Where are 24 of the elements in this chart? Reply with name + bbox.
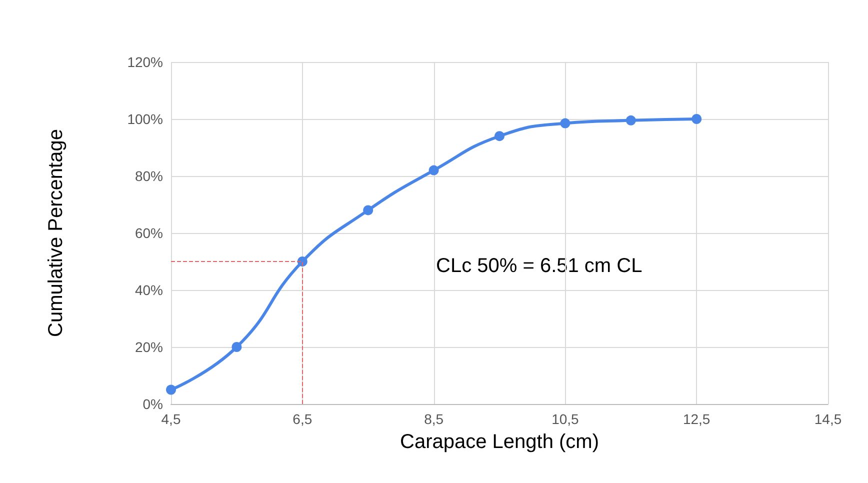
point	[232, 342, 242, 352]
x-tick-label: 12,5	[682, 411, 710, 427]
point	[428, 165, 439, 176]
point	[626, 115, 636, 126]
y-tick-label: 100%	[127, 111, 163, 127]
x-tick-label: 10,5	[552, 411, 580, 427]
x-tick-label: 8,5	[424, 411, 444, 427]
y-tick-label: 0%	[142, 396, 163, 412]
x-tick-label: 4,5	[161, 411, 181, 427]
y-axis-title: Cumulative Percentage	[45, 129, 67, 337]
point	[560, 118, 570, 128]
y-tick-label: 40%	[134, 282, 163, 298]
point	[297, 256, 308, 266]
y-tick-label: 80%	[134, 168, 163, 184]
point	[494, 131, 504, 142]
x-tick-label: 14,5	[814, 411, 842, 427]
point	[166, 384, 176, 395]
y-tick-label: 60%	[134, 225, 163, 241]
point	[692, 114, 702, 124]
y-tick-label: 20%	[134, 339, 163, 355]
y-tick-label: 120%	[127, 54, 163, 70]
point	[363, 205, 374, 216]
x-tick-label: 6,5	[292, 411, 312, 427]
x-axis-title: Carapace Length (cm)	[400, 431, 599, 453]
